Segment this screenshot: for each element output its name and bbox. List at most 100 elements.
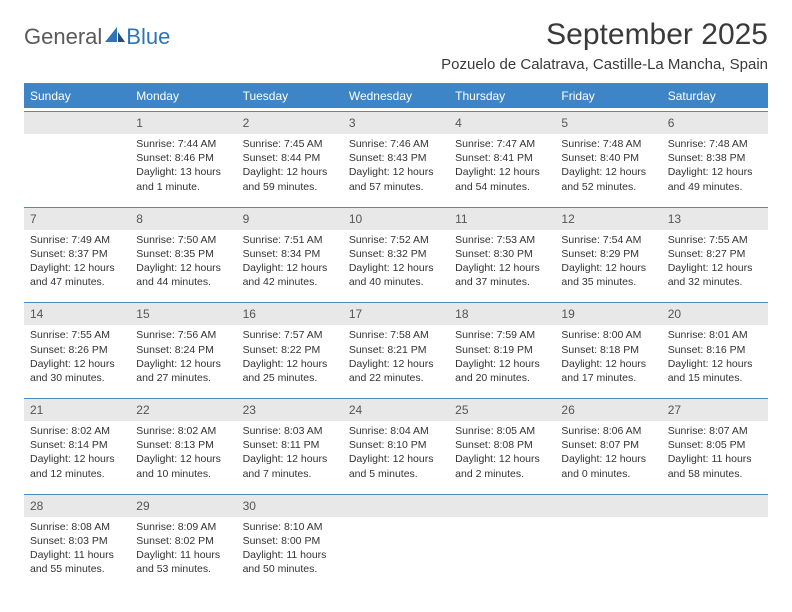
daylight-text: Daylight: 12 hours and 52 minutes. xyxy=(561,165,655,193)
sunrise-text: Sunrise: 8:02 AM xyxy=(30,424,124,438)
day-content: Sunrise: 7:53 AMSunset: 8:30 PMDaylight:… xyxy=(455,233,549,290)
sunrise-text: Sunrise: 7:48 AM xyxy=(561,137,655,151)
day-cell: 17Sunrise: 7:58 AMSunset: 8:21 PMDayligh… xyxy=(343,299,449,395)
day-number: 25 xyxy=(455,403,468,417)
day-cell: 12Sunrise: 7:54 AMSunset: 8:29 PMDayligh… xyxy=(555,204,661,300)
sunset-text: Sunset: 8:32 PM xyxy=(349,247,443,261)
day-number-row: 19 xyxy=(555,302,661,325)
day-number: 12 xyxy=(561,212,574,226)
daylight-text: Daylight: 12 hours and 37 minutes. xyxy=(455,261,549,289)
day-number: 23 xyxy=(243,403,256,417)
day-number: 26 xyxy=(561,403,574,417)
daylight-text: Daylight: 12 hours and 54 minutes. xyxy=(455,165,549,193)
day-number: 18 xyxy=(455,307,468,321)
daylight-text: Daylight: 12 hours and 12 minutes. xyxy=(30,452,124,480)
day-cell: . xyxy=(449,491,555,587)
day-content: Sunrise: 8:00 AMSunset: 8:18 PMDaylight:… xyxy=(561,328,655,385)
day-content: Sunrise: 8:06 AMSunset: 8:07 PMDaylight:… xyxy=(561,424,655,481)
day-number: 20 xyxy=(668,307,681,321)
day-number: 27 xyxy=(668,403,681,417)
weekday-sunday: Sunday xyxy=(24,84,130,108)
sunrise-text: Sunrise: 7:57 AM xyxy=(243,328,337,342)
brand-word2: Blue xyxy=(126,24,170,50)
page-title: September 2025 xyxy=(441,18,768,52)
weekday-wednesday: Wednesday xyxy=(343,84,449,108)
day-cell: 3Sunrise: 7:46 AMSunset: 8:43 PMDaylight… xyxy=(343,108,449,204)
sunset-text: Sunset: 8:44 PM xyxy=(243,151,337,165)
sunset-text: Sunset: 8:02 PM xyxy=(136,534,230,548)
sunrise-text: Sunrise: 7:59 AM xyxy=(455,328,549,342)
sunrise-text: Sunrise: 7:58 AM xyxy=(349,328,443,342)
day-number: 2 xyxy=(243,116,250,130)
sunset-text: Sunset: 8:37 PM xyxy=(30,247,124,261)
day-cell: 30Sunrise: 8:10 AMSunset: 8:00 PMDayligh… xyxy=(237,491,343,587)
day-number-row: 29 xyxy=(130,494,236,517)
day-cell: 29Sunrise: 8:09 AMSunset: 8:02 PMDayligh… xyxy=(130,491,236,587)
day-number: 5 xyxy=(561,116,568,130)
sunset-text: Sunset: 8:41 PM xyxy=(455,151,549,165)
day-number-row: 21 xyxy=(24,398,130,421)
daylight-text: Daylight: 11 hours and 50 minutes. xyxy=(243,548,337,576)
title-block: September 2025 Pozuelo de Calatrava, Cas… xyxy=(441,18,768,73)
day-content: Sunrise: 7:55 AMSunset: 8:27 PMDaylight:… xyxy=(668,233,762,290)
day-number: 29 xyxy=(136,499,149,513)
sunrise-text: Sunrise: 7:53 AM xyxy=(455,233,549,247)
daylight-text: Daylight: 12 hours and 42 minutes. xyxy=(243,261,337,289)
day-cell: 16Sunrise: 7:57 AMSunset: 8:22 PMDayligh… xyxy=(237,299,343,395)
day-cell: 15Sunrise: 7:56 AMSunset: 8:24 PMDayligh… xyxy=(130,299,236,395)
sunset-text: Sunset: 8:07 PM xyxy=(561,438,655,452)
sunrise-text: Sunrise: 8:03 AM xyxy=(243,424,337,438)
week-row: 14Sunrise: 7:55 AMSunset: 8:26 PMDayligh… xyxy=(24,299,768,395)
sunrise-text: Sunrise: 8:06 AM xyxy=(561,424,655,438)
daylight-text: Daylight: 12 hours and 5 minutes. xyxy=(349,452,443,480)
daylight-text: Daylight: 12 hours and 7 minutes. xyxy=(243,452,337,480)
daylight-text: Daylight: 12 hours and 47 minutes. xyxy=(30,261,124,289)
sunrise-text: Sunrise: 7:56 AM xyxy=(136,328,230,342)
day-content: Sunrise: 7:56 AMSunset: 8:24 PMDaylight:… xyxy=(136,328,230,385)
sunset-text: Sunset: 8:34 PM xyxy=(243,247,337,261)
sunrise-text: Sunrise: 7:54 AM xyxy=(561,233,655,247)
day-content: Sunrise: 8:02 AMSunset: 8:13 PMDaylight:… xyxy=(136,424,230,481)
sunset-text: Sunset: 8:08 PM xyxy=(455,438,549,452)
day-content: Sunrise: 8:10 AMSunset: 8:00 PMDaylight:… xyxy=(243,520,337,577)
calendar: Sunday Monday Tuesday Wednesday Thursday… xyxy=(24,83,768,586)
daylight-text: Daylight: 11 hours and 58 minutes. xyxy=(668,452,762,480)
sunrise-text: Sunrise: 8:05 AM xyxy=(455,424,549,438)
day-number-row: 10 xyxy=(343,207,449,230)
sunset-text: Sunset: 8:26 PM xyxy=(30,343,124,357)
daylight-text: Daylight: 12 hours and 49 minutes. xyxy=(668,165,762,193)
day-content: Sunrise: 7:47 AMSunset: 8:41 PMDaylight:… xyxy=(455,137,549,194)
day-number: 6 xyxy=(668,116,675,130)
day-number: 28 xyxy=(30,499,43,513)
sunset-text: Sunset: 8:18 PM xyxy=(561,343,655,357)
day-number-row: 26 xyxy=(555,398,661,421)
day-cell: 21 Sunrise: 8:02 AMSunset: 8:14 PMDayligh… xyxy=(24,395,130,491)
day-cell: 20Sunrise: 8:01 AMSunset: 8:16 PMDayligh… xyxy=(662,299,768,395)
weeks-container: .1Sunrise: 7:44 AMSunset: 8:46 PMDayligh… xyxy=(24,108,768,586)
daylight-text: Daylight: 12 hours and 20 minutes. xyxy=(455,357,549,385)
day-number-row: 28 xyxy=(24,494,130,517)
sunrise-text: Sunrise: 7:55 AM xyxy=(30,328,124,342)
day-cell: 19 Sunrise: 8:00 AMSunset: 8:18 PMDayligh… xyxy=(555,299,661,395)
daylight-text: Daylight: 12 hours and 0 minutes. xyxy=(561,452,655,480)
brand-word1: General xyxy=(24,24,102,50)
day-cell: 28Sunrise: 8:08 AMSunset: 8:03 PMDayligh… xyxy=(24,491,130,587)
day-content: Sunrise: 8:07 AMSunset: 8:05 PMDaylight:… xyxy=(668,424,762,481)
sunset-text: Sunset: 8:14 PM xyxy=(30,438,124,452)
day-number-row: . xyxy=(555,494,661,517)
daylight-text: Daylight: 12 hours and 32 minutes. xyxy=(668,261,762,289)
day-number-row: . xyxy=(449,494,555,517)
sunset-text: Sunset: 8:21 PM xyxy=(349,343,443,357)
day-number: 17 xyxy=(349,307,362,321)
day-cell: 7Sunrise: 7:49 AMSunset: 8:37 PMDaylight… xyxy=(24,204,130,300)
sunrise-text: Sunrise: 8:02 AM xyxy=(136,424,230,438)
day-number-row: 3 xyxy=(343,111,449,134)
weekday-header: Sunday Monday Tuesday Wednesday Thursday… xyxy=(24,84,768,108)
day-number: 8 xyxy=(136,212,143,226)
sunrise-text: Sunrise: 8:10 AM xyxy=(243,520,337,534)
sunset-text: Sunset: 8:05 PM xyxy=(668,438,762,452)
sunset-text: Sunset: 8:46 PM xyxy=(136,151,230,165)
day-number: 7 xyxy=(30,212,37,226)
day-cell: 18Sunrise: 7:59 AMSunset: 8:19 PMDayligh… xyxy=(449,299,555,395)
daylight-text: Daylight: 12 hours and 25 minutes. xyxy=(243,357,337,385)
